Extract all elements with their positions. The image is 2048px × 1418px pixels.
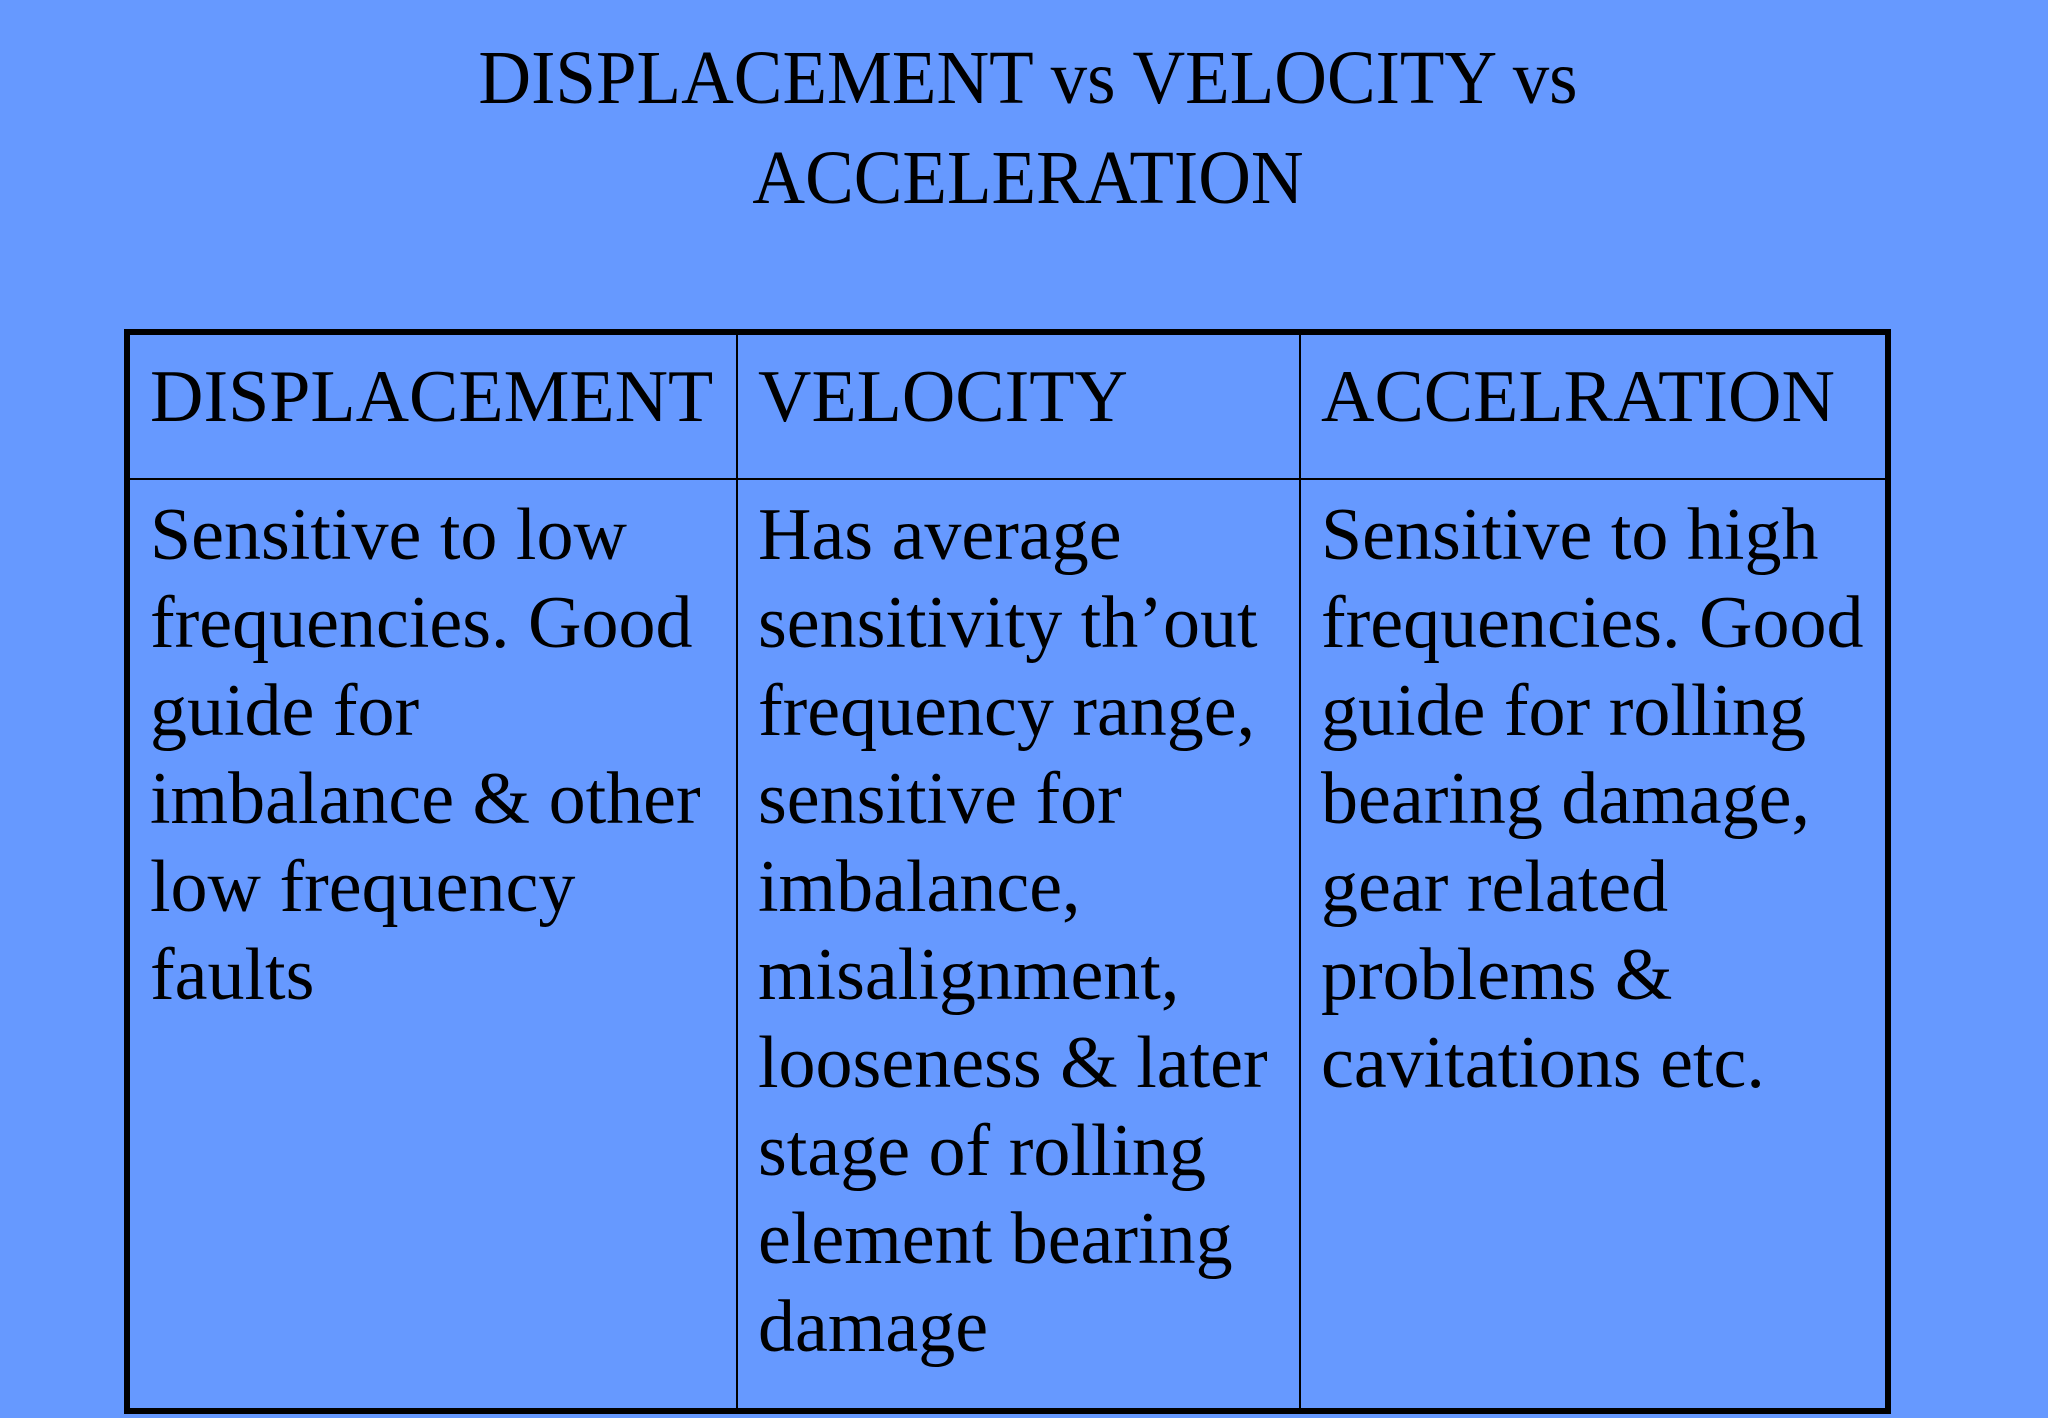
- header-acceleration: ACCELRATION: [1299, 331, 1889, 480]
- header-velocity: VELOCITY: [736, 331, 1301, 480]
- header-row: DISPLACEMENT VELOCITY ACCELRATION: [126, 331, 1889, 480]
- slide-title-line-1: DISPLACEMENT vs VELOCITY vs: [478, 36, 1578, 120]
- cell-acceleration-description: Sensitive to high frequencies. Good guid…: [1299, 478, 1889, 1412]
- slide-title-line-2: ACCELERATION: [752, 136, 1304, 220]
- comparison-table: DISPLACEMENT VELOCITY ACCELRATION Sensit…: [124, 329, 1891, 1414]
- slide-title: DISPLACEMENT vs VELOCITY vs ACCELERATION: [41, 28, 2015, 228]
- cell-velocity-description: Has average sensitivity th’out frequency…: [736, 478, 1301, 1412]
- header-displacement: DISPLACEMENT: [126, 331, 738, 480]
- table-row: Sensitive to low frequencies. Good guide…: [126, 478, 1889, 1412]
- cell-displacement-description: Sensitive to low frequencies. Good guide…: [126, 478, 738, 1412]
